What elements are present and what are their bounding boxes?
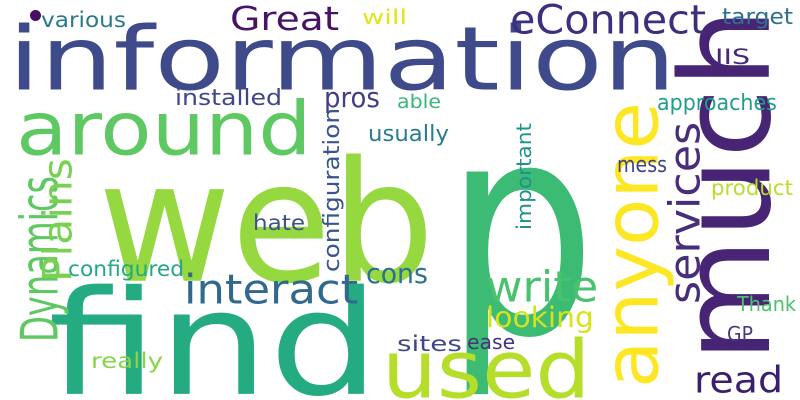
- word-p: p: [445, 58, 597, 400]
- word-iis: IIS: [715, 44, 751, 69]
- word-configuration: configuration: [317, 107, 345, 272]
- word-services: services: [660, 121, 710, 304]
- word-information: information: [8, 7, 677, 111]
- word-great: Great: [230, 0, 340, 38]
- word-dot: [30, 10, 41, 21]
- word-anyone: anyone: [587, 102, 676, 389]
- word-mess: mess: [617, 150, 668, 178]
- word-write: write: [486, 262, 599, 312]
- word-really: really: [91, 348, 164, 373]
- word-ease: ease: [467, 330, 516, 354]
- word-cons: cons: [366, 257, 428, 290]
- word-find: find: [48, 258, 380, 400]
- word-various: various: [41, 7, 127, 32]
- word-hate: hate: [253, 210, 306, 235]
- word-interact: interact: [184, 265, 359, 314]
- word-used: used: [382, 322, 591, 400]
- word-looking: looking: [486, 300, 594, 334]
- word-target: target: [722, 2, 794, 30]
- word-able: able: [397, 90, 442, 113]
- word-important: important: [512, 122, 536, 230]
- word-installed: installed: [175, 83, 283, 111]
- word-product: product: [711, 175, 793, 200]
- word-approaches: approaches: [657, 88, 777, 116]
- word-read: read: [694, 358, 784, 400]
- word-will: will: [362, 5, 408, 29]
- word-thank: Thank: [737, 292, 797, 316]
- word-gp: GP: [727, 322, 753, 346]
- word-econnect: eConnect: [510, 0, 706, 44]
- word-pros: pros: [324, 81, 380, 114]
- word-sites: sites: [397, 331, 462, 356]
- word-configured: configured: [68, 256, 185, 281]
- word-web: web: [98, 124, 435, 321]
- word-usually: usually: [368, 119, 449, 147]
- word-around: around: [16, 85, 312, 173]
